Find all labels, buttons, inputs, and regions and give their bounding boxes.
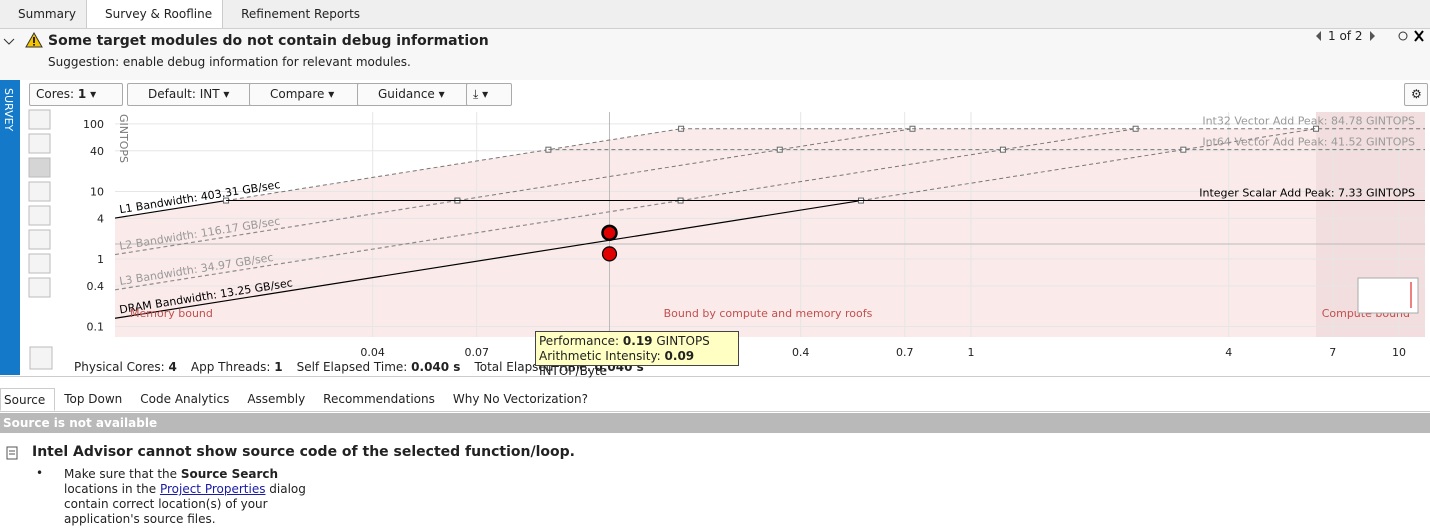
link[interactable]: Project Properties bbox=[159, 482, 266, 496]
tooltip-value: 0.19 bbox=[622, 334, 653, 348]
side-tab[interactable]: SURVEY bbox=[0, 80, 20, 375]
x-tick-label: 0.07 bbox=[464, 346, 489, 359]
stat-value: 4 bbox=[168, 360, 177, 374]
tooltip-label: Arithmetic Intensity: bbox=[539, 349, 661, 363]
stat: Self Elapsed Time: 0.040 s bbox=[297, 360, 461, 374]
stat-label: App Threads: bbox=[190, 360, 271, 374]
compare-button[interactable]: Compare ▾ bbox=[249, 83, 365, 106]
filter-label: Default: INT bbox=[148, 87, 220, 101]
roof-label: Int32 Vector Add Peak: 84.78 GINTOPS bbox=[1202, 115, 1415, 128]
y-tick-label: 0.1 bbox=[87, 321, 105, 334]
tooltip-label: Performance: bbox=[539, 334, 620, 348]
cores-label: Cores: bbox=[36, 87, 75, 101]
side-tab-label: SURVEY bbox=[2, 88, 15, 132]
source-status: Source is not available bbox=[0, 413, 1430, 433]
y-tick-label: 100 bbox=[83, 118, 104, 131]
roof-label: Integer Scalar Add Peak: 7.33 GINTOPS bbox=[1199, 187, 1415, 200]
loop-point[interactable] bbox=[601, 246, 618, 262]
y-tick-label: 0.4 bbox=[87, 280, 105, 293]
roofline-chart: 0.04 0.07 0.4 0.7 1 4 7 10 100 40 10 4 1 0.4 0.1 GINTOP… bbox=[28, 109, 1425, 370]
bullet-text: locations in the bbox=[64, 482, 160, 496]
bottom-tab[interactable]: Source bbox=[0, 388, 56, 411]
x-tick-label: 10 bbox=[1392, 346, 1406, 359]
tab-bar: Summary Survey & Roofline Refinement Repor… bbox=[0, 0, 1430, 29]
bottom-tab[interactable]: Assembly bbox=[247, 392, 306, 406]
cores-selector[interactable]: Cores: 1 ▾ bbox=[29, 83, 123, 106]
warning-title: Some target modules do not contain debug… bbox=[48, 33, 489, 49]
tab[interactable]: Summary bbox=[18, 7, 76, 21]
guidance-button[interactable]: Guidance ▾ bbox=[357, 83, 473, 106]
stat: Physical Cores: 4 bbox=[74, 360, 177, 374]
x-tick-label: 1 bbox=[968, 346, 975, 359]
export-button[interactable]: ⤓ ▾ bbox=[466, 83, 512, 106]
bullet-dot: • bbox=[36, 466, 44, 480]
collapse-icon[interactable] bbox=[3, 37, 15, 47]
tooltip: Performance: 0.19 GINTOPS Arithmetic Int… bbox=[535, 331, 739, 378]
bandwidth-roof bbox=[115, 199, 227, 219]
source-bullet: Make sure that the Source Search locatio… bbox=[64, 467, 309, 527]
roof-label: Int64 Vector Add Peak: 41.52 GINTOPS bbox=[1202, 136, 1415, 149]
survey-panel bbox=[0, 80, 1430, 377]
bandwidth-roof bbox=[115, 199, 862, 319]
bottom-tab[interactable]: Recommendations bbox=[323, 392, 435, 406]
tab[interactable]: Refinement Reports bbox=[241, 7, 361, 21]
plot-area bbox=[115, 112, 1425, 337]
bullet-text: Make sure that the bbox=[64, 467, 181, 481]
attainable-region bbox=[115, 128, 1425, 337]
y-tick-label: 1 bbox=[97, 253, 104, 266]
tab[interactable]: Survey & Roofline bbox=[86, 0, 224, 28]
x-tick-label: 0.7 bbox=[896, 346, 914, 359]
x-tick-label: 0.04 bbox=[360, 346, 385, 359]
tooltip-unit: INTOP/Byte bbox=[539, 364, 607, 378]
settings-button[interactable]: ⚙ bbox=[1404, 83, 1428, 106]
bandwidth-roof bbox=[115, 199, 458, 256]
bullet-text: Source Search bbox=[180, 467, 279, 481]
guidance-label: Guidance bbox=[378, 87, 435, 101]
stat-value: 0.040 s bbox=[411, 360, 461, 374]
x-tick-label: 7 bbox=[1329, 346, 1336, 359]
stat-value: 1 bbox=[274, 360, 283, 374]
source-heading: Intel Advisor cannot show source code of… bbox=[32, 444, 575, 460]
cores-value: 1 bbox=[77, 87, 87, 101]
tooltip-value: 0.09 bbox=[664, 349, 695, 363]
y-tick-label: 4 bbox=[97, 212, 104, 225]
compare-label: Compare bbox=[270, 87, 325, 101]
bottom-tab-bar: Source Top Down Code Analytics Assembly Reco… bbox=[0, 388, 1430, 412]
bottom-tab[interactable]: Code Analytics bbox=[140, 392, 230, 406]
inset-map bbox=[1357, 277, 1419, 314]
pager-controls[interactable] bbox=[1314, 30, 1424, 42]
y-axis-label: GINTOPS bbox=[117, 114, 130, 163]
x-tick-label: 4 bbox=[1225, 346, 1232, 359]
y-tick-label: 10 bbox=[90, 185, 104, 198]
y-tick-label: 40 bbox=[90, 145, 104, 158]
bandwidth-roof bbox=[115, 199, 681, 291]
region-label: Bound by compute and memory roofs bbox=[664, 307, 873, 320]
bullet-text: dialog contain correct location(s) of yo… bbox=[64, 482, 306, 526]
loop-point[interactable] bbox=[601, 224, 618, 242]
stat-label: Self Elapsed Time: bbox=[296, 360, 408, 374]
filter-button[interactable]: Default: INT ▾ bbox=[127, 83, 265, 106]
bottom-tab[interactable]: Why No Vectorization? bbox=[452, 392, 588, 406]
warning-icon bbox=[25, 32, 43, 48]
doc-icon bbox=[6, 446, 18, 460]
warning-pager[interactable]: 1 of 2 bbox=[1328, 29, 1363, 43]
stat-label: Physical Cores: bbox=[74, 360, 165, 374]
tooltip-unit: GINTOPS bbox=[656, 334, 710, 348]
stat: App Threads: 1 bbox=[191, 360, 283, 374]
x-tick-label: 0.4 bbox=[792, 346, 810, 359]
chart-tools bbox=[28, 109, 53, 370]
warning-bar: Some target modules do not contain debug… bbox=[0, 29, 1430, 80]
warning-suggestion: Suggestion: enable debug information for… bbox=[48, 55, 411, 69]
region-label: Memory bound bbox=[130, 307, 213, 320]
bottom-tab[interactable]: Top Down bbox=[64, 392, 123, 406]
